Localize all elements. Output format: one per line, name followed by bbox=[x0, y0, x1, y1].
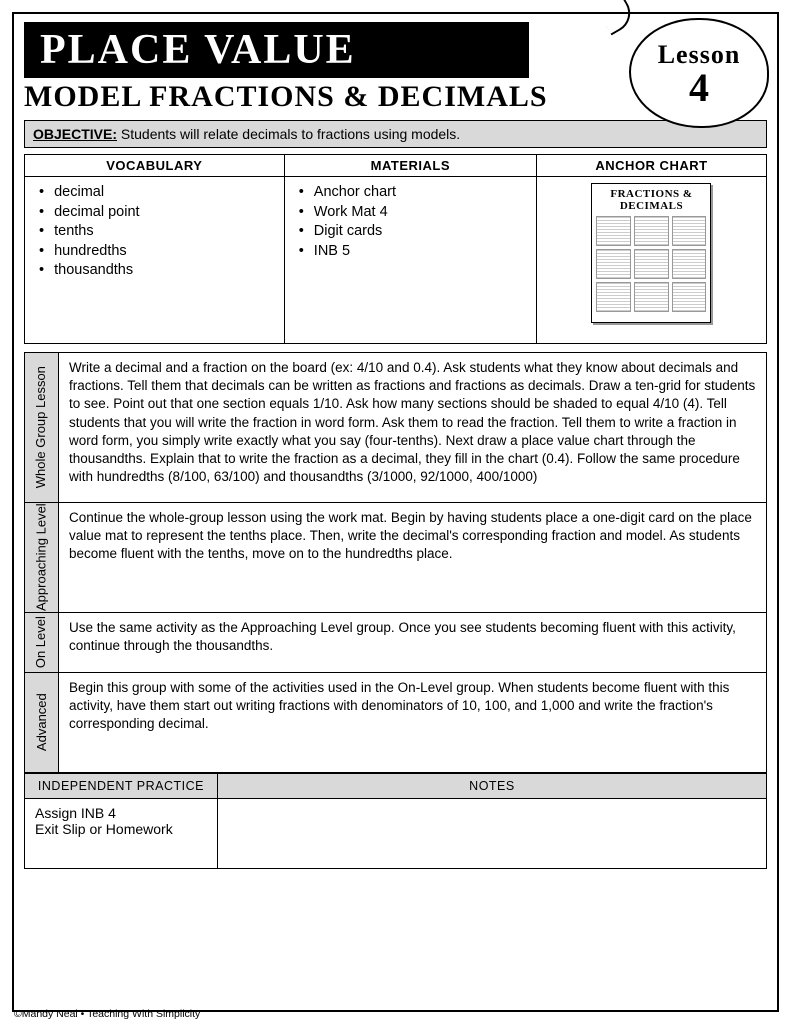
objective-box: OBJECTIVE: Students will relate decimals… bbox=[24, 120, 767, 148]
list-item: INB 5 bbox=[299, 242, 528, 262]
independent-practice-text: Assign INB 4 Exit Slip or Homework bbox=[25, 799, 218, 869]
approaching-label: Approaching Level bbox=[25, 503, 59, 612]
footer-credit: ©Mandy Neal • Teaching With Simplicity bbox=[14, 1008, 200, 1020]
advanced-row: Advanced Begin this group with some of t… bbox=[25, 673, 766, 773]
objective-label: OBJECTIVE: bbox=[33, 126, 117, 142]
approaching-row: Approaching Level Continue the whole-gro… bbox=[25, 503, 766, 613]
anchor-thumb-title: FRACTIONS & DECIMALS bbox=[596, 188, 706, 212]
approaching-text: Continue the whole-group lesson using th… bbox=[59, 503, 766, 612]
vocab-cell: decimal decimal point tenths hundredths … bbox=[25, 177, 285, 344]
list-item: Digit cards bbox=[299, 222, 528, 242]
materials-list: Anchor chart Work Mat 4 Digit cards INB … bbox=[293, 183, 528, 261]
lesson-number: 4 bbox=[689, 70, 709, 106]
list-item: decimal point bbox=[39, 203, 276, 223]
list-item: tenths bbox=[39, 222, 276, 242]
list-item: decimal bbox=[39, 183, 276, 203]
anchor-header: ANCHOR CHART bbox=[536, 155, 766, 177]
bottom-table: INDEPENDENT PRACTICE NOTES Assign INB 4 … bbox=[24, 773, 767, 869]
advanced-text: Begin this group with some of the activi… bbox=[59, 673, 766, 772]
notes-header: NOTES bbox=[217, 774, 766, 799]
anchor-chart-thumbnail: FRACTIONS & DECIMALS bbox=[591, 183, 711, 323]
independent-practice-header: INDEPENDENT PRACTICE bbox=[25, 774, 218, 799]
page-frame: PLACE VALUE Lesson 4 MODEL FRACTIONS & D… bbox=[12, 12, 779, 1012]
notes-text bbox=[217, 799, 766, 869]
header: PLACE VALUE Lesson 4 MODEL FRACTIONS & D… bbox=[24, 22, 767, 114]
advanced-label: Advanced bbox=[25, 673, 59, 772]
lesson-badge: Lesson 4 bbox=[629, 18, 769, 128]
unit-title: PLACE VALUE bbox=[24, 22, 529, 78]
instruction-levels: Whole Group Lesson Write a decimal and a… bbox=[24, 352, 767, 773]
anchor-cell: FRACTIONS & DECIMALS bbox=[536, 177, 766, 344]
on-level-label: On Level bbox=[25, 613, 59, 672]
list-item: Anchor chart bbox=[299, 183, 528, 203]
list-item: Work Mat 4 bbox=[299, 203, 528, 223]
list-item: hundredths bbox=[39, 242, 276, 262]
whole-group-row: Whole Group Lesson Write a decimal and a… bbox=[25, 353, 766, 503]
resources-table: VOCABULARY MATERIALS ANCHOR CHART decima… bbox=[24, 154, 767, 344]
vocab-header: VOCABULARY bbox=[25, 155, 285, 177]
whole-group-label: Whole Group Lesson bbox=[25, 353, 59, 502]
on-level-text: Use the same activity as the Approaching… bbox=[59, 613, 766, 672]
whole-group-text: Write a decimal and a fraction on the bo… bbox=[59, 353, 766, 502]
materials-cell: Anchor chart Work Mat 4 Digit cards INB … bbox=[284, 177, 536, 344]
objective-text: Students will relate decimals to fractio… bbox=[121, 126, 460, 142]
materials-header: MATERIALS bbox=[284, 155, 536, 177]
list-item: thousandths bbox=[39, 261, 276, 281]
on-level-row: On Level Use the same activity as the Ap… bbox=[25, 613, 766, 673]
vocab-list: decimal decimal point tenths hundredths … bbox=[33, 183, 276, 281]
